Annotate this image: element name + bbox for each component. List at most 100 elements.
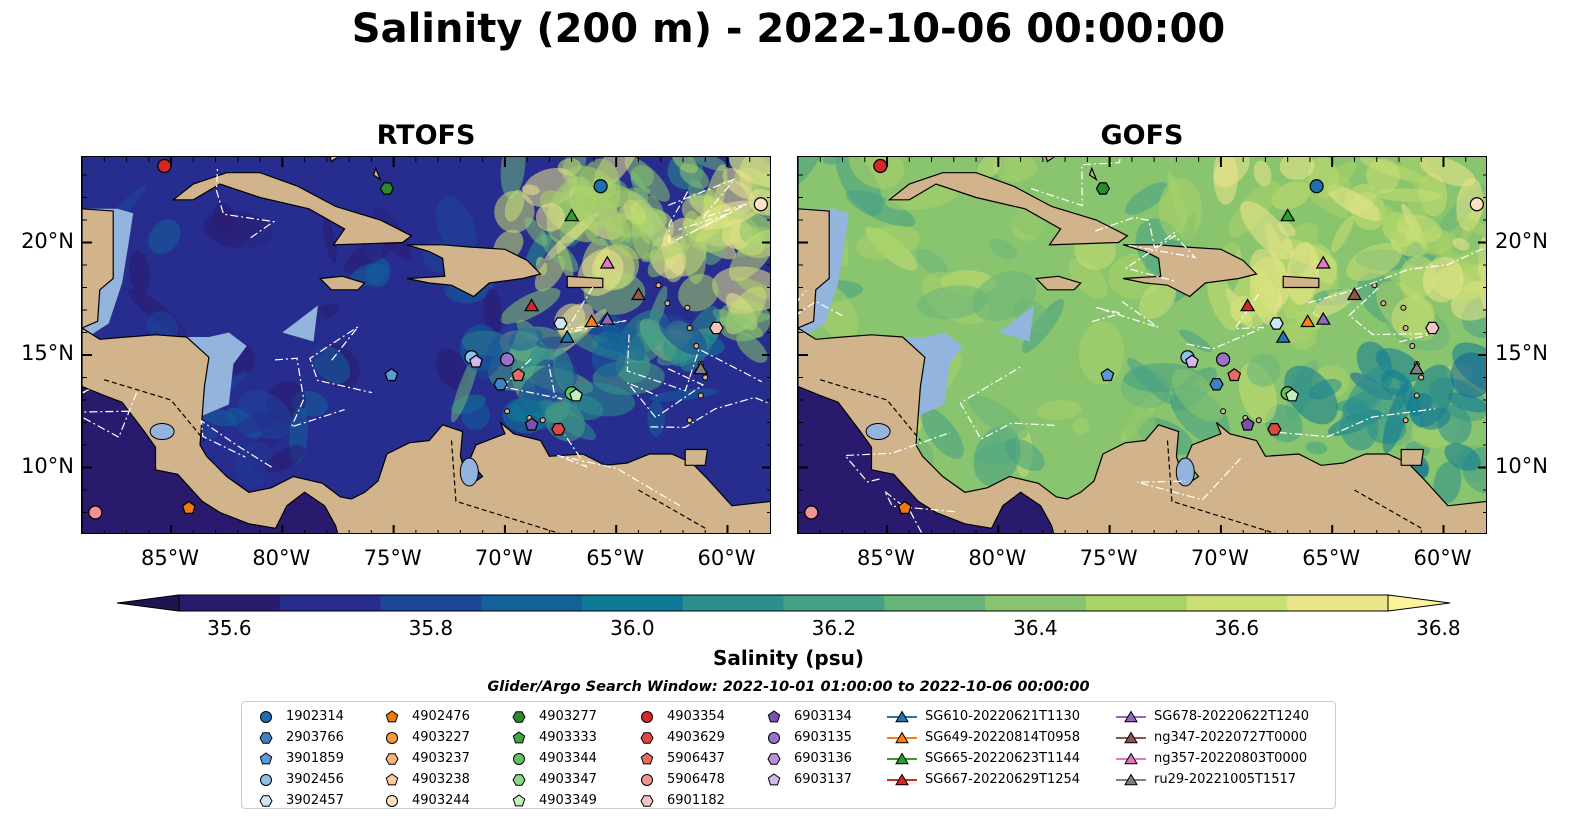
- marker-3902457: [1269, 317, 1284, 330]
- hexagon-marker-icon: [259, 794, 273, 807]
- lat-tick-label: 20°N: [21, 228, 74, 253]
- legend: 1902314 2903766 3901859 3902456 3902457 49024…: [241, 701, 1336, 809]
- legend-item: 4903629: [635, 727, 725, 748]
- hexagon-marker-icon: [767, 752, 781, 765]
- legend-item: 4903238: [380, 769, 470, 790]
- triangle-marker-icon: [887, 710, 917, 722]
- colorbar-swatch: [682, 595, 784, 611]
- legend-label: 4903629: [667, 730, 725, 745]
- lat-tick-label: 10°N: [1495, 453, 1548, 478]
- triangle-marker-icon: [887, 731, 917, 743]
- colorbar-tick-label: 36.8: [1416, 616, 1461, 640]
- circle-marker-icon: [513, 752, 525, 765]
- panel-title-rtofs: RTOFS: [376, 120, 476, 151]
- legend-label: 2903766: [286, 730, 344, 745]
- legend-label: 4903237: [412, 751, 470, 766]
- legend-item: 5906478: [635, 769, 725, 790]
- marker-4903349: [569, 388, 584, 402]
- figure-title: Salinity (200 m) - 2022-10-06 00:00:00: [351, 6, 1226, 52]
- marker-ng357-20220803T0000: [599, 255, 615, 269]
- gofs-map[interactable]: [797, 156, 1487, 534]
- marker-SG649-20220814T0958: [1300, 314, 1316, 328]
- marker-4902476: [181, 500, 196, 514]
- marker-ru29-20221005T1517: [693, 361, 709, 375]
- legend-item: 4903227: [380, 727, 470, 748]
- legend-label: 1902314: [286, 709, 344, 724]
- circle-marker-icon: [768, 731, 780, 744]
- marker-3901859: [384, 368, 399, 382]
- hexagon-marker-icon: [512, 710, 526, 723]
- colorbar-swatch: [481, 595, 583, 611]
- colorbar-tick-label: 36.2: [811, 616, 857, 640]
- colorbar-tick-label: 36.6: [1214, 616, 1260, 640]
- colorbar-swatch: [179, 595, 281, 611]
- lon-tick-label: 60°W: [697, 546, 756, 570]
- legend-label: 4903333: [539, 730, 597, 745]
- marker-4903277: [1095, 182, 1111, 195]
- marker-SG678-20220622T1240: [1315, 311, 1331, 325]
- hexagon-marker-icon: [385, 752, 399, 765]
- marker-3902457: [553, 317, 568, 330]
- lon-tick-label: 60°W: [1413, 546, 1472, 570]
- legend-label: 4903227: [412, 730, 470, 745]
- colorbar-tick-label: 35.6: [207, 616, 252, 640]
- legend-item: 6903137: [762, 769, 852, 790]
- legend-label: SG649-20220814T0958: [925, 730, 1081, 745]
- rtofs-map[interactable]: [81, 156, 771, 534]
- pentagon-marker-icon: [385, 772, 399, 785]
- lon-tick-label: 70°W: [474, 546, 533, 570]
- circle-marker-icon: [386, 731, 398, 744]
- legend-item: 4903349: [507, 790, 597, 811]
- legend-label: 4903244: [412, 793, 470, 808]
- legend-label: 4903347: [539, 772, 597, 787]
- lat-tick-label: 15°N: [1495, 341, 1548, 365]
- legend-item: 4903333: [507, 727, 597, 748]
- legend-label: SG665-20220623T1144: [925, 751, 1081, 766]
- marker-ng357-20220803T0000: [1315, 255, 1331, 269]
- marker-4903244: [753, 197, 768, 212]
- pentagon-marker-icon: [640, 751, 654, 764]
- colorbar-swatch: [783, 595, 885, 611]
- triangle-marker-icon: [1116, 752, 1146, 764]
- marker-3901859: [1100, 368, 1115, 382]
- triangle-marker-icon: [1116, 731, 1146, 743]
- lon-tick-label: 85°W: [857, 546, 916, 570]
- marker-1902314: [593, 179, 608, 194]
- legend-item: 3901859: [254, 748, 344, 769]
- triangle-marker-icon: [1116, 773, 1146, 785]
- legend-item: 2903766: [254, 727, 344, 748]
- circle-marker-icon: [641, 773, 653, 786]
- legend-item: 6901182: [635, 790, 725, 811]
- circle-marker-icon: [641, 710, 653, 723]
- legend-label: SG610-20220621T1130: [925, 709, 1081, 724]
- triangle-marker-icon: [887, 773, 917, 785]
- colorbar-swatch: [1287, 595, 1389, 611]
- lon-tick-label: 75°W: [363, 546, 422, 570]
- legend-label: ru29-20221005T1517: [1154, 772, 1297, 787]
- legend-item: SG649-20220814T0958: [887, 727, 1080, 748]
- lat-tick-label: 20°N: [1495, 228, 1548, 253]
- marker-4903244: [1469, 197, 1484, 212]
- legend-item: SG678-20220622T1240: [1116, 706, 1309, 727]
- legend-item: 6903134: [762, 706, 852, 727]
- hexagon-marker-icon: [512, 773, 526, 786]
- circle-marker-icon: [260, 773, 272, 786]
- legend-item: 4903347: [507, 769, 597, 790]
- marker-SG665-20220623T1144: [564, 208, 580, 222]
- colorbar-swatch: [380, 595, 482, 611]
- marker-6903137: [1185, 354, 1199, 368]
- marker-2903766: [493, 378, 508, 391]
- marker-SG649-20220814T0958: [584, 314, 600, 328]
- colorbar-swatch: [1085, 595, 1187, 611]
- marker-2903766: [1209, 378, 1224, 391]
- legend-item: 4903237: [380, 748, 470, 769]
- legend-item: 4903277: [507, 706, 597, 727]
- legend-item: ru29-20221005T1517: [1116, 769, 1309, 790]
- panel-title-gofs: GOFS: [1100, 120, 1184, 151]
- marker-SG610-20220621T1130: [559, 329, 575, 343]
- colorbar-swatch: [582, 595, 684, 611]
- marker-1902314: [1309, 179, 1324, 194]
- marker-ng347-20220727T0000: [630, 287, 646, 301]
- search-window-label: Glider/Argo Search Window: 2022-10-01 01…: [487, 679, 1090, 695]
- colorbar-swatch: [1186, 595, 1288, 611]
